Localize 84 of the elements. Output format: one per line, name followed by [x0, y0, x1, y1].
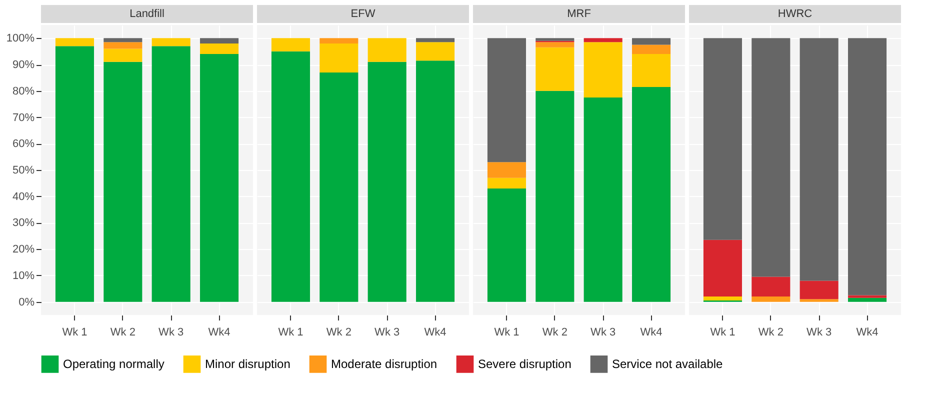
x-tick-label: Wk 2 [110, 326, 136, 338]
bar [104, 48, 142, 62]
bar [487, 38, 526, 162]
bar [752, 296, 790, 302]
x-tick-label: Wk 1 [710, 326, 736, 338]
legend-label: Operating normally [63, 357, 164, 372]
bar [368, 38, 406, 62]
bar [320, 43, 358, 72]
y-tick-label: 90% [12, 59, 35, 72]
bar [536, 90, 574, 302]
chart-title: HWRC [778, 8, 812, 20]
y-tick-label: 100% [6, 32, 35, 45]
x-tick-label: Wk4 [208, 326, 230, 338]
y-tick-label: 70% [12, 112, 35, 124]
x-tick-label: Wk 3 [374, 326, 400, 338]
bar [632, 86, 671, 302]
legend-label: Severe disruption [478, 357, 572, 372]
bar [703, 296, 742, 300]
y-tick-label: 40% [12, 190, 35, 203]
bar [632, 44, 671, 54]
y-tick-label: 60% [12, 138, 35, 150]
x-tick-label: Wk4 [640, 326, 662, 338]
bar [584, 42, 622, 98]
bar [271, 38, 310, 52]
x-tick-label: Wk 3 [158, 326, 184, 338]
x-tick-label: Wk4 [424, 326, 446, 338]
bar [703, 38, 742, 240]
bar [320, 38, 358, 44]
x-tick-label: Wk 2 [326, 326, 352, 338]
bar [632, 38, 671, 45]
bar [536, 38, 574, 41]
x-tick-label: Wk 2 [758, 326, 784, 338]
bar [487, 162, 526, 178]
bar [200, 54, 239, 302]
x-tick-label: Wk 1 [62, 326, 88, 338]
x-tick-label: Wk 1 [278, 326, 304, 338]
bar [800, 280, 838, 300]
x-tick-label: Wk 3 [806, 326, 832, 338]
bar [584, 98, 622, 302]
bar [800, 299, 838, 302]
legend-label: Moderate disruption [331, 357, 438, 372]
bar [632, 54, 671, 87]
x-tick-label: Wk 1 [494, 326, 520, 338]
bar [200, 43, 239, 54]
bar [271, 51, 310, 302]
bar [703, 240, 742, 297]
y-tick-label: 20% [12, 244, 35, 256]
bar [536, 42, 574, 48]
bar [536, 47, 574, 91]
chart-title: Landfill [130, 8, 164, 20]
x-tick-label: Wk 3 [590, 326, 616, 338]
bar [200, 38, 239, 44]
bar [320, 72, 358, 302]
y-tick-label: 0% [18, 296, 35, 308]
bar [752, 38, 790, 277]
bar [416, 60, 455, 302]
bar [416, 38, 455, 42]
bar [848, 38, 887, 296]
legend-label: Service not available [612, 357, 724, 372]
bar [487, 188, 526, 302]
y-tick-label: 80% [12, 85, 35, 98]
bar [800, 38, 838, 281]
bar [848, 295, 887, 298]
bar [104, 62, 142, 302]
bar [152, 38, 190, 46]
bar [368, 62, 406, 302]
bar [55, 46, 94, 302]
bar [848, 298, 887, 302]
bar [55, 38, 94, 46]
x-tick-label: Wk 2 [542, 326, 568, 338]
legend-label: Minor disruption [205, 357, 290, 372]
bar [752, 276, 790, 297]
chart-title: EFW [350, 8, 376, 20]
bar [152, 46, 190, 302]
y-tick-label: 30% [12, 217, 35, 230]
bar [104, 38, 142, 42]
bar [487, 178, 526, 188]
bar [104, 42, 142, 49]
bar [416, 42, 455, 61]
bar [584, 38, 622, 42]
x-tick-label: Wk4 [856, 326, 878, 338]
y-tick-label: 10% [12, 270, 35, 282]
chart-title: MRF [567, 8, 592, 20]
y-tick-label: 50% [12, 164, 35, 176]
